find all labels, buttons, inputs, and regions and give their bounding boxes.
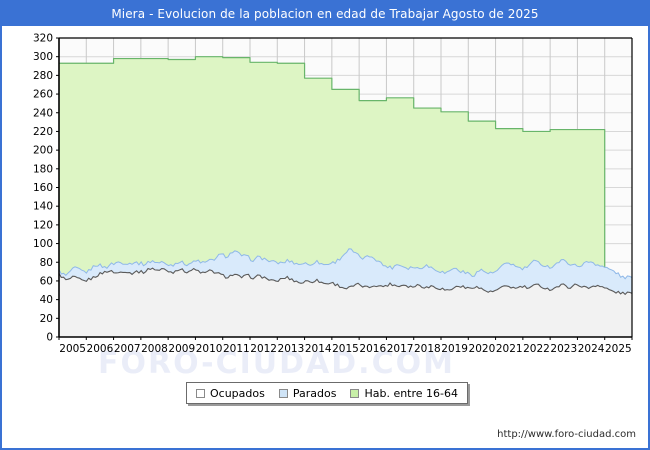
window-title-bar: Miera - Evolucion de la poblacion en eda… bbox=[2, 2, 648, 26]
svg-text:240: 240 bbox=[33, 107, 53, 119]
svg-text:2005: 2005 bbox=[59, 343, 86, 355]
svg-text:2022: 2022 bbox=[523, 343, 550, 355]
legend-label-parados: Parados bbox=[292, 386, 337, 400]
svg-text:2015: 2015 bbox=[332, 343, 359, 355]
svg-text:60: 60 bbox=[40, 275, 53, 287]
svg-text:2007: 2007 bbox=[114, 343, 141, 355]
svg-text:180: 180 bbox=[33, 163, 53, 175]
chart-legend: Ocupados Parados Hab. entre 16-64 bbox=[186, 382, 469, 404]
svg-text:0: 0 bbox=[46, 332, 53, 344]
legend-item-hab-16-64[interactable]: Hab. entre 16-64 bbox=[350, 387, 458, 400]
svg-text:2021: 2021 bbox=[496, 343, 523, 355]
svg-text:140: 140 bbox=[33, 201, 53, 213]
svg-text:2013: 2013 bbox=[278, 343, 305, 355]
legend-swatch-ocupados bbox=[196, 388, 205, 398]
svg-text:2025: 2025 bbox=[605, 343, 632, 355]
svg-text:2017: 2017 bbox=[387, 343, 414, 355]
svg-text:2009: 2009 bbox=[168, 343, 195, 355]
chart-svg: 0 20 40 60 80 100 120 140 160 180 200 220 240 260 280 3… bbox=[33, 33, 633, 355]
svg-text:2010: 2010 bbox=[196, 343, 223, 355]
svg-text:100: 100 bbox=[33, 238, 53, 250]
footer-url[interactable]: http://www.foro-ciudad.com bbox=[497, 429, 636, 440]
svg-text:20: 20 bbox=[40, 313, 53, 325]
svg-text:300: 300 bbox=[33, 51, 53, 63]
svg-text:320: 320 bbox=[33, 33, 53, 45]
legend-label-hab-16-64: Hab. entre 16-64 bbox=[364, 386, 459, 400]
svg-text:80: 80 bbox=[40, 257, 53, 269]
legend-item-ocupados[interactable]: Ocupados bbox=[196, 387, 265, 400]
page-title: Miera - Evolucion de la poblacion en eda… bbox=[111, 7, 539, 21]
svg-text:2020: 2020 bbox=[469, 343, 496, 355]
svg-text:2019: 2019 bbox=[441, 343, 468, 355]
svg-text:260: 260 bbox=[33, 89, 53, 101]
svg-text:200: 200 bbox=[33, 145, 53, 157]
svg-text:2014: 2014 bbox=[305, 343, 332, 355]
svg-text:2023: 2023 bbox=[550, 343, 577, 355]
svg-text:40: 40 bbox=[40, 294, 53, 306]
legend-item-parados[interactable]: Parados bbox=[278, 386, 337, 400]
svg-text:280: 280 bbox=[33, 70, 53, 82]
svg-text:120: 120 bbox=[33, 219, 53, 231]
svg-text:2016: 2016 bbox=[359, 343, 386, 355]
legend-swatch-hab-16-64 bbox=[350, 388, 360, 398]
svg-text:2011: 2011 bbox=[223, 343, 250, 355]
legend-label-ocupados: Ocupados bbox=[210, 386, 265, 400]
legend-swatch-parados bbox=[278, 388, 288, 398]
svg-text:2012: 2012 bbox=[250, 343, 277, 355]
svg-text:2018: 2018 bbox=[414, 343, 441, 355]
svg-text:160: 160 bbox=[33, 182, 53, 194]
svg-text:220: 220 bbox=[33, 126, 53, 138]
svg-text:2024: 2024 bbox=[578, 343, 605, 355]
svg-text:2006: 2006 bbox=[87, 343, 114, 355]
svg-text:2008: 2008 bbox=[141, 343, 168, 355]
